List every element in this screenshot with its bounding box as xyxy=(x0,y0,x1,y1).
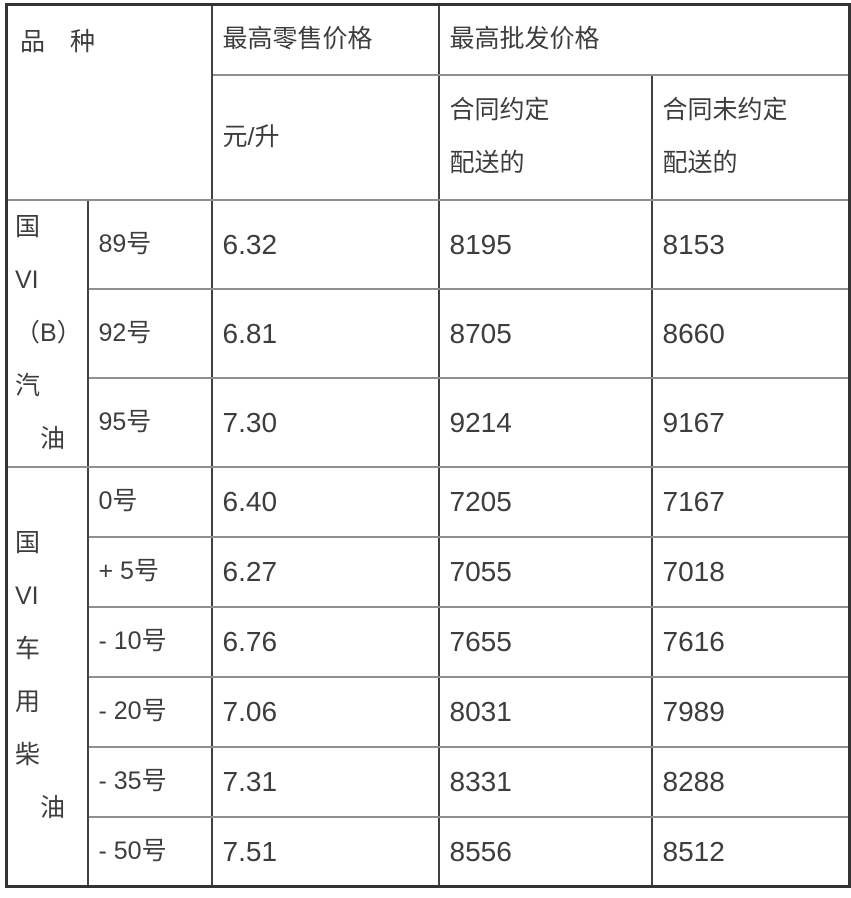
contract-value-cell: 7655 xyxy=(437,605,653,678)
table-row-gasoline-95: 95号 7.30 9214 9167 xyxy=(7,376,851,468)
contract-value-cell: 7205 xyxy=(437,465,653,538)
grade-cell: 92号 xyxy=(86,287,213,379)
noncontract-delivery-line2: 配送的 xyxy=(662,149,738,177)
retail-price-header-label: 最高零售价格 xyxy=(222,25,373,54)
table-row-gasoline-89: 国 VI （B） 汽 油 89号 6.32 8195 8153 xyxy=(5,198,851,468)
contract-value-cell: 7055 xyxy=(437,535,653,608)
group-label-line: 国 xyxy=(15,529,41,558)
noncontract-value-cell: 9167 xyxy=(650,376,851,468)
retail-value-cell: 6.32 xyxy=(210,198,440,290)
group-label-line: 用 xyxy=(15,688,41,717)
noncontract-value-cell: 8660 xyxy=(650,287,851,379)
grade-cell: - 50号 xyxy=(86,815,213,888)
grade-cell: + 5号 xyxy=(86,535,213,608)
table-row-diesel-minus20: - 20号 7.06 8031 7989 xyxy=(7,675,851,748)
retail-unit-cell: 元/升 xyxy=(210,73,440,201)
contract-delivery-header-cell: 合同约定 配送的 xyxy=(437,73,653,201)
retail-value-cell: 7.06 xyxy=(210,675,440,748)
grade-cell: - 35号 xyxy=(86,745,213,818)
noncontract-delivery-line1: 合同未约定 xyxy=(662,96,788,124)
noncontract-value-cell: 7616 xyxy=(650,605,851,678)
retail-unit-label: 元/升 xyxy=(222,122,280,151)
table-row-diesel-0: 国 VI 车 用 柴 油 0号 6.40 7205 7167 xyxy=(5,465,851,888)
contract-value-cell: 8195 xyxy=(437,198,653,290)
grade-cell: - 20号 xyxy=(86,675,213,748)
noncontract-delivery-header-cell: 合同未约定 配送的 xyxy=(650,73,851,201)
header-row-2: 元/升 合同约定 配送的 合同未约定 配送的 xyxy=(7,73,851,201)
retail-value-cell: 7.30 xyxy=(210,376,440,468)
table-row-diesel-minus50: - 50号 7.51 8556 8512 xyxy=(7,815,851,888)
contract-delivery-line2: 配送的 xyxy=(449,149,525,177)
group-label-line: 油 xyxy=(15,424,66,453)
noncontract-value-cell: 7018 xyxy=(650,535,851,608)
noncontract-value-cell: 7989 xyxy=(650,675,851,748)
group-label-gasoline: 国 VI （B） 汽 油 xyxy=(5,198,89,468)
contract-value-cell: 9214 xyxy=(437,376,653,468)
group-label-line: VI xyxy=(15,582,39,611)
group-label-line: （B） xyxy=(15,318,82,347)
group-label-line: VI xyxy=(15,265,39,294)
retail-value-cell: 7.31 xyxy=(210,745,440,818)
grade-cell: 89号 xyxy=(86,198,213,290)
fuel-price-table: 品 种 最高零售价格 最高批发价格 元/升 合同约定 配送的 合同未约定 配送的 xyxy=(5,3,851,888)
product-header-cell: 品 种 xyxy=(5,3,213,201)
wholesale-price-header-cell: 最高批发价格 xyxy=(437,3,851,76)
contract-value-cell: 8556 xyxy=(437,815,653,888)
retail-value-cell: 6.81 xyxy=(210,287,440,379)
retail-value-cell: 7.51 xyxy=(210,815,440,888)
header-row-1: 品 种 最高零售价格 最高批发价格 xyxy=(5,3,851,201)
product-header-label: 品 种 xyxy=(20,28,96,56)
group-label-diesel: 国 VI 车 用 柴 油 xyxy=(5,465,89,888)
grade-cell: 0号 xyxy=(86,465,213,538)
table-row-diesel-plus5: + 5号 6.27 7055 7018 xyxy=(7,535,851,608)
group-label-line: 汽 xyxy=(15,371,41,400)
noncontract-value-cell: 8153 xyxy=(650,198,851,290)
noncontract-value-cell: 7167 xyxy=(650,465,851,538)
group-label-line: 柴 xyxy=(15,741,41,770)
retail-value-cell: 6.76 xyxy=(210,605,440,678)
table-row-diesel-minus10: - 10号 6.76 7655 7616 xyxy=(7,605,851,678)
noncontract-value-cell: 8288 xyxy=(650,745,851,818)
grade-cell: - 10号 xyxy=(86,605,213,678)
group-label-line: 国 xyxy=(15,212,41,241)
noncontract-value-cell: 8512 xyxy=(650,815,851,888)
group-label-line: 车 xyxy=(15,635,41,664)
retail-price-header-cell: 最高零售价格 xyxy=(210,3,440,76)
wholesale-price-header-label: 最高批发价格 xyxy=(449,25,600,54)
table-row-gasoline-92: 92号 6.81 8705 8660 xyxy=(7,287,851,379)
contract-value-cell: 8705 xyxy=(437,287,653,379)
contract-value-cell: 8031 xyxy=(437,675,653,748)
contract-value-cell: 8331 xyxy=(437,745,653,818)
retail-value-cell: 6.27 xyxy=(210,535,440,608)
retail-value-cell: 6.40 xyxy=(210,465,440,538)
group-label-line: 油 xyxy=(15,794,66,823)
grade-cell: 95号 xyxy=(86,376,213,468)
table-row-diesel-minus35: - 35号 7.31 8331 8288 xyxy=(7,745,851,818)
contract-delivery-line1: 合同约定 xyxy=(449,96,550,124)
